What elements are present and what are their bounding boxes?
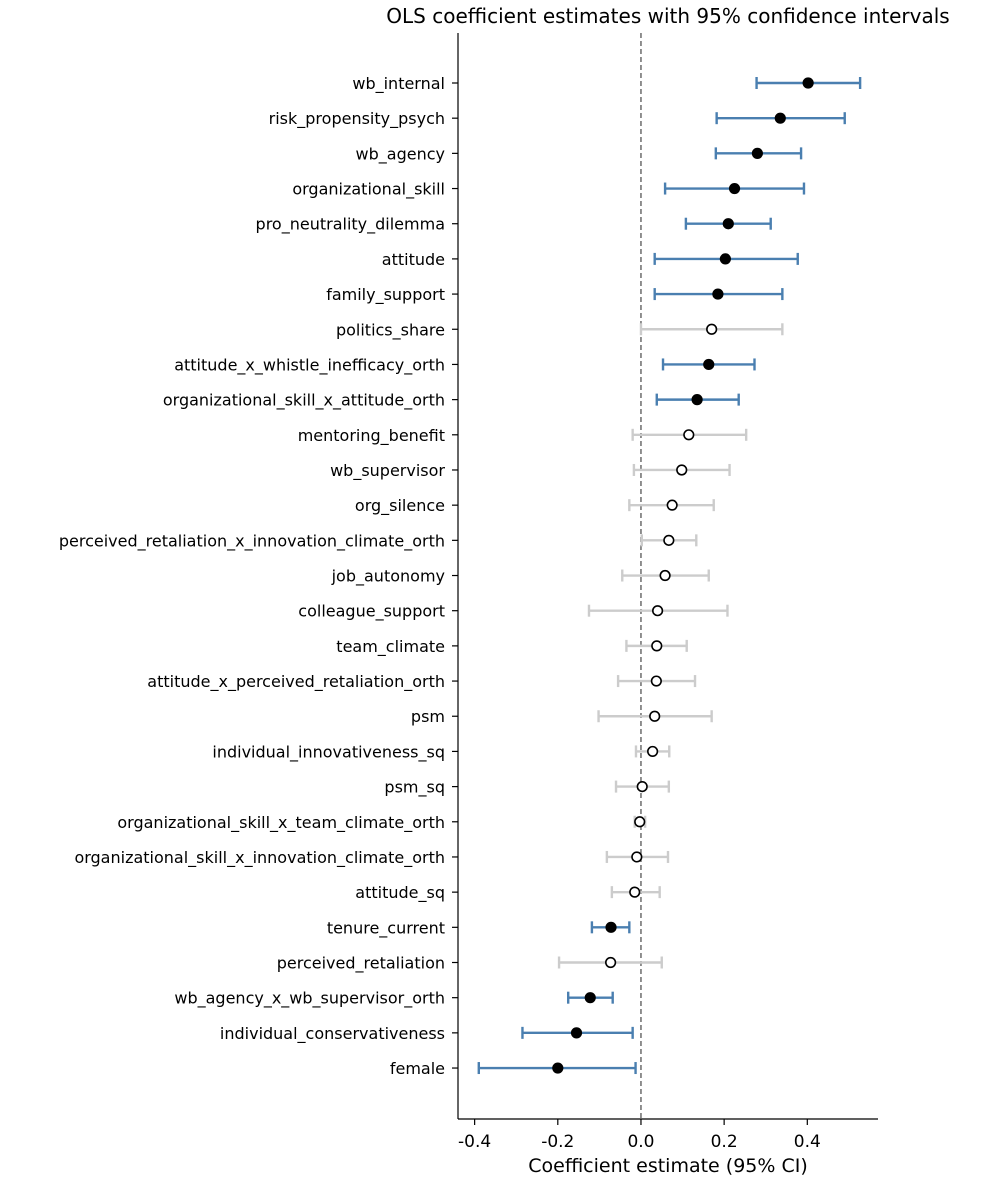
y-tick-label: attitude_sq xyxy=(355,883,445,903)
coefficient-point xyxy=(751,147,764,159)
coefficient-point xyxy=(719,253,731,265)
y-tick-label: attitude_x_whistle_inefficacy_orth xyxy=(174,355,445,375)
x-tick-label: 0.0 xyxy=(627,1132,654,1152)
coefficient-point xyxy=(683,429,695,441)
y-tick-label: psm_sq xyxy=(384,778,445,798)
coefficient-point xyxy=(703,358,715,371)
y-tick-label: psm xyxy=(411,707,445,726)
coefficient-point xyxy=(652,605,664,617)
coefficient-point xyxy=(663,534,675,546)
y-tick-label: mentoring_benefit xyxy=(298,426,445,446)
x-axis-label: Coefficient estimate (95% CI) xyxy=(528,1155,808,1177)
y-tick-label: attitude xyxy=(382,250,445,269)
coefficient-point xyxy=(634,816,646,828)
y-tick-label: tenure_current xyxy=(327,918,445,938)
coefficient-marks xyxy=(477,77,862,1075)
y-tick-label: wb_supervisor xyxy=(330,461,445,481)
y-tick-label: individual_innovativeness_sq xyxy=(212,742,445,762)
x-tick-label: -0.2 xyxy=(541,1132,574,1152)
y-tick-label: team_climate xyxy=(336,637,445,657)
coefficient-point xyxy=(659,569,671,582)
y-tick-label: pro_neutrality_dilemma xyxy=(256,215,445,235)
y-tick-label: attitude_x_perceived_retaliation_orth xyxy=(147,672,445,692)
coefficient-point xyxy=(647,745,659,758)
y-tick-label: wb_internal xyxy=(352,74,445,94)
coefficient-point xyxy=(651,640,663,652)
chart-title: OLS coefficient estimates with 95% confi… xyxy=(386,4,949,28)
y-tick-label: org_silence xyxy=(355,496,445,516)
coefficient-point xyxy=(584,992,596,1004)
coefficient-point xyxy=(722,218,734,230)
y-tick-label: risk_propensity_psych xyxy=(269,109,445,129)
coefficient-point xyxy=(629,886,641,898)
coefficient-point xyxy=(636,780,648,793)
coefficient-point xyxy=(676,464,688,476)
coefficient-point xyxy=(666,499,678,511)
x-tick-label: 0.2 xyxy=(711,1132,738,1152)
y-tick-label: individual_conservativeness xyxy=(220,1024,445,1044)
y-tick-label: colleague_support xyxy=(298,602,445,622)
y-tick-label: organizational_skill xyxy=(292,180,445,200)
y-tick-label: wb_agency_x_wb_supervisor_orth xyxy=(174,989,445,1009)
coefficient-point xyxy=(728,182,741,195)
y-tick-label: female xyxy=(390,1059,445,1078)
y-tick-label: organizational_skill_x_innovation_climat… xyxy=(74,848,445,868)
y-tick-label: wb_agency xyxy=(356,144,445,164)
coefficient-point xyxy=(605,921,617,933)
y-tick-label: organizational_skill_x_team_climate_orth xyxy=(117,813,445,833)
y-tick-label: politics_share xyxy=(336,320,445,340)
x-axis-ticks: -0.4 -0.2 0.0 0.2 0.4 xyxy=(458,1119,821,1152)
coefficient-point xyxy=(631,851,643,863)
y-axis-labels: wb_internal risk_propensity_psych wb_agenc… xyxy=(59,74,458,1078)
x-tick-label: -0.4 xyxy=(458,1132,491,1152)
coefficient-point xyxy=(649,710,661,722)
y-tick-label: organizational_skill_x_attitude_orth xyxy=(163,391,445,411)
coefficient-point xyxy=(774,112,786,124)
coefficient-point xyxy=(802,77,814,89)
y-tick-label: job_autonomy xyxy=(331,567,445,587)
coefficient-point xyxy=(552,1062,564,1074)
x-tick-label: 0.4 xyxy=(794,1132,821,1152)
coefficient-point xyxy=(691,394,703,406)
y-tick-label: perceived_retaliation xyxy=(277,954,445,974)
coefficient-point xyxy=(605,956,617,969)
coefficient-point xyxy=(706,323,718,335)
coefficient-point xyxy=(570,1027,583,1039)
coefficient-point xyxy=(712,288,724,300)
y-tick-label: family_support xyxy=(326,285,445,305)
y-tick-label: perceived_retaliation_x_innovation_clima… xyxy=(59,531,445,551)
coefficient-point xyxy=(650,675,662,687)
